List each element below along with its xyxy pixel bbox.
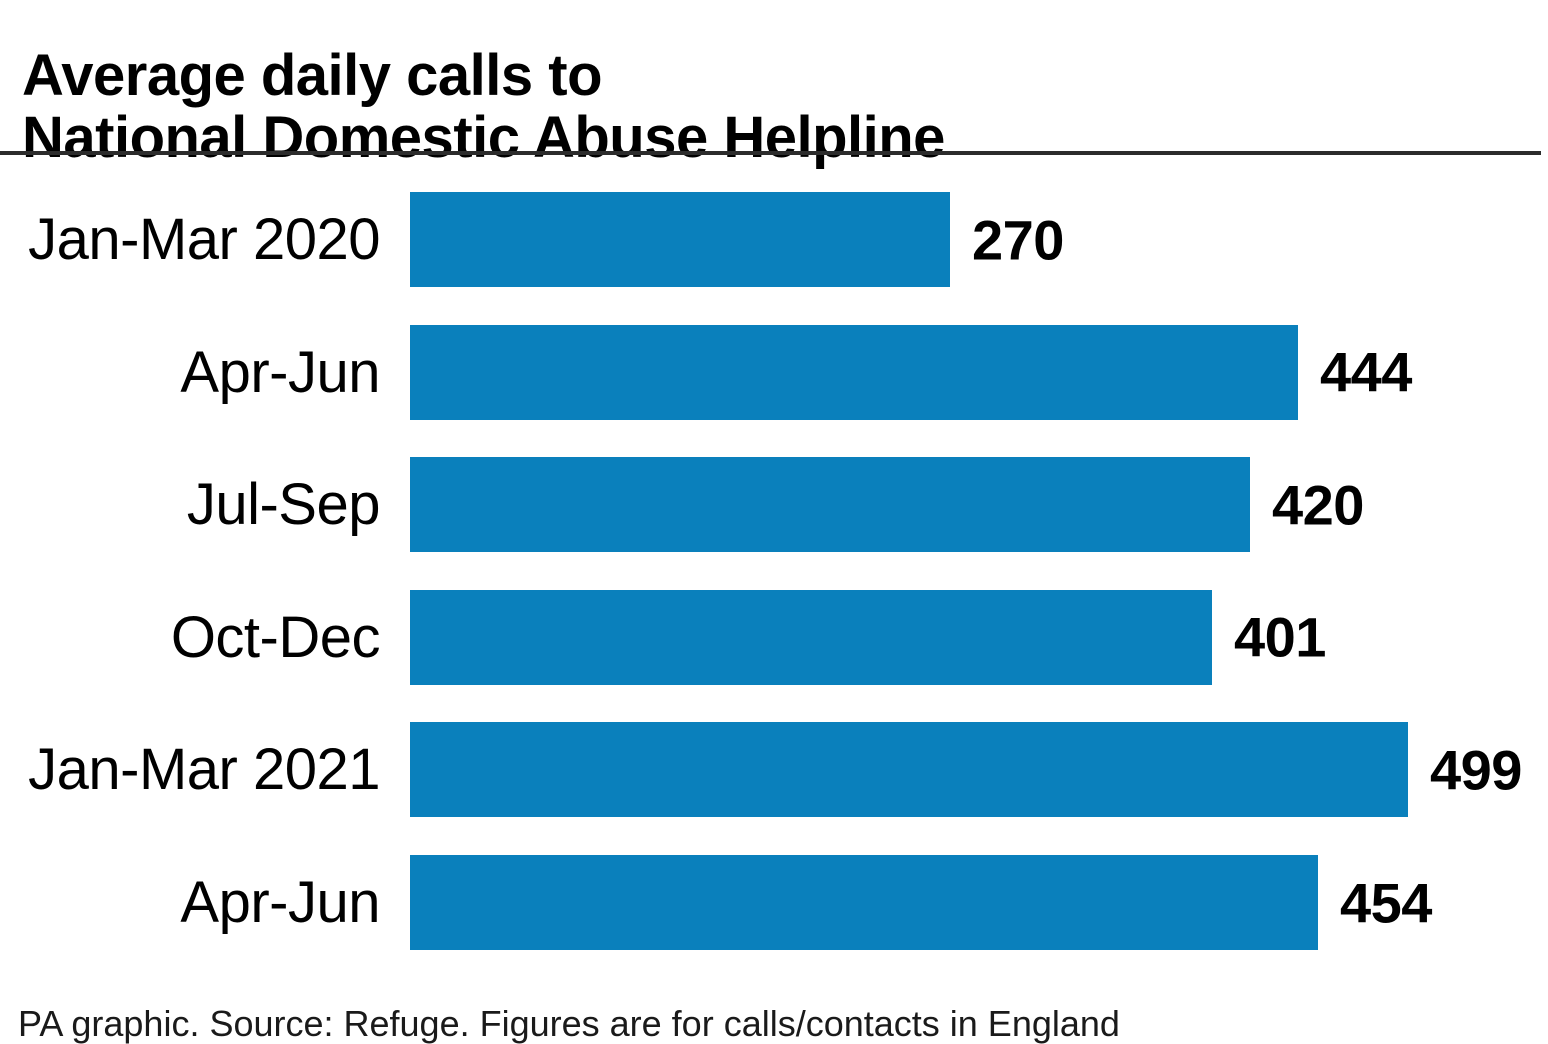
title-divider [0, 151, 1541, 155]
bar [410, 722, 1408, 818]
bar-track: 454 [410, 855, 1548, 950]
category-label: Apr-Jun [180, 339, 380, 405]
category-label: Jul-Sep [186, 472, 381, 538]
bar-track: 270 [410, 192, 1548, 287]
value-label: 401 [1234, 605, 1326, 669]
chart-row: Apr-Jun 444 [0, 324, 1548, 420]
value-label: 499 [1430, 738, 1522, 802]
bar [410, 192, 950, 287]
chart-row: Apr-Jun 454 [0, 855, 1548, 950]
bar-chart: Jan-Mar 2020 270 Apr-Jun 444 Jul-Sep 420 Oct-D… [0, 192, 1548, 957]
value-label: 454 [1340, 871, 1432, 934]
value-label: 420 [1272, 473, 1364, 537]
bar [410, 457, 1250, 553]
chart-title-line-1: Average daily calls to [22, 42, 603, 108]
chart-row: Jan-Mar 2021 499 [0, 722, 1548, 818]
bar-track: 420 [410, 457, 1548, 553]
bar-track: 444 [410, 324, 1548, 420]
category-label: Apr-Jun [180, 870, 380, 935]
bar-track: 499 [410, 722, 1548, 818]
chart-title: Average daily calls to National Domestic… [22, 42, 945, 170]
category-label: Oct-Dec [170, 604, 381, 670]
bar [410, 324, 1298, 420]
chart-row: Oct-Dec 401 [0, 589, 1548, 685]
chart-row: Jul-Sep 420 [0, 457, 1548, 553]
value-label: 270 [971, 208, 1064, 271]
category-label: Jan-Mar 2021 [28, 737, 380, 803]
bar [410, 589, 1212, 685]
value-label: 444 [1320, 340, 1412, 404]
source-caption: PA graphic. Source: Refuge. Figures are … [18, 1003, 1120, 1044]
bar-track: 401 [410, 589, 1548, 685]
chart-row: Jan-Mar 2020 270 [0, 192, 1548, 287]
category-label: Jan-Mar 2020 [28, 207, 380, 272]
chart-title-line-2: National Domestic Abuse Helpline [22, 104, 945, 170]
bar [410, 855, 1318, 950]
